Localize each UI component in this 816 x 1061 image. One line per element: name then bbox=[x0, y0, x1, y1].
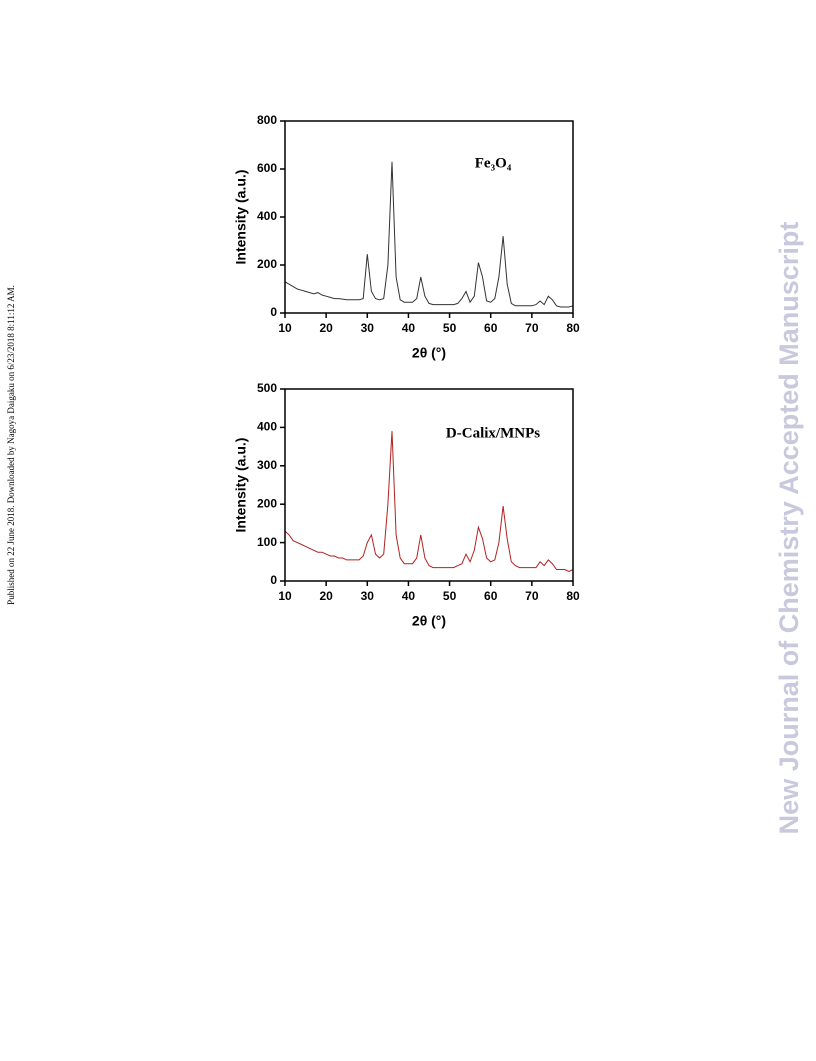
x-tick-label: 80 bbox=[566, 589, 580, 603]
annotation: D-Calix/MNPs bbox=[446, 425, 540, 441]
x-tick-label: 10 bbox=[278, 321, 292, 335]
x-tick-label: 70 bbox=[525, 321, 539, 335]
data-line bbox=[284, 161, 574, 308]
y-tick-label: 100 bbox=[257, 535, 277, 549]
plot-frame bbox=[284, 120, 574, 314]
chart: 0 200 400 600 800 10 20 30 40 50 60 70 80 2θ (°) Inten… bbox=[233, 113, 580, 361]
y-tick-label: 800 bbox=[257, 113, 277, 127]
chart: 0 100 200 300 400 500 10 20 30 40 50 60 70 80 2θ (°) In… bbox=[233, 381, 580, 629]
y-tick-label: 200 bbox=[257, 496, 277, 510]
x-tick-label: 10 bbox=[278, 589, 292, 603]
y-tick-label: 400 bbox=[257, 209, 277, 223]
x-tick-label: 40 bbox=[402, 321, 416, 335]
x-tick-label: 30 bbox=[361, 321, 375, 335]
x-tick-label: 50 bbox=[443, 589, 457, 603]
y-tick-label: 600 bbox=[257, 161, 277, 175]
y-tick-label: 400 bbox=[257, 420, 277, 434]
y-axis-label: Intensity (a.u.) bbox=[233, 438, 249, 533]
x-tick-label: 60 bbox=[484, 321, 498, 335]
y-tick-label: 300 bbox=[257, 458, 277, 472]
y-tick-label: 500 bbox=[257, 381, 277, 395]
y-tick-label: 0 bbox=[270, 573, 277, 587]
x-axis-label: 2θ (°) bbox=[412, 345, 446, 361]
x-tick-label: 70 bbox=[525, 589, 539, 603]
x-tick-label: 40 bbox=[402, 589, 416, 603]
publication-note: Published on 22 June 2018. Downloaded by… bbox=[6, 285, 16, 605]
x-tick-label: 80 bbox=[566, 321, 580, 335]
x-axis-label: 2θ (°) bbox=[412, 613, 446, 629]
plot-frame bbox=[284, 388, 574, 582]
x-tick-label: 20 bbox=[319, 589, 333, 603]
y-axis-label: Intensity (a.u.) bbox=[233, 170, 249, 265]
x-tick-label: 30 bbox=[361, 589, 375, 603]
watermark: New Journal of Chemistry Accepted Manusc… bbox=[774, 222, 804, 835]
x-tick-label: 20 bbox=[319, 321, 333, 335]
x-tick-label: 60 bbox=[484, 589, 498, 603]
annotation: Fe₃O₄ bbox=[475, 155, 512, 171]
data-line bbox=[284, 431, 574, 572]
x-tick-label: 50 bbox=[443, 321, 457, 335]
y-tick-label: 0 bbox=[270, 305, 277, 319]
y-tick-label: 200 bbox=[257, 257, 277, 271]
